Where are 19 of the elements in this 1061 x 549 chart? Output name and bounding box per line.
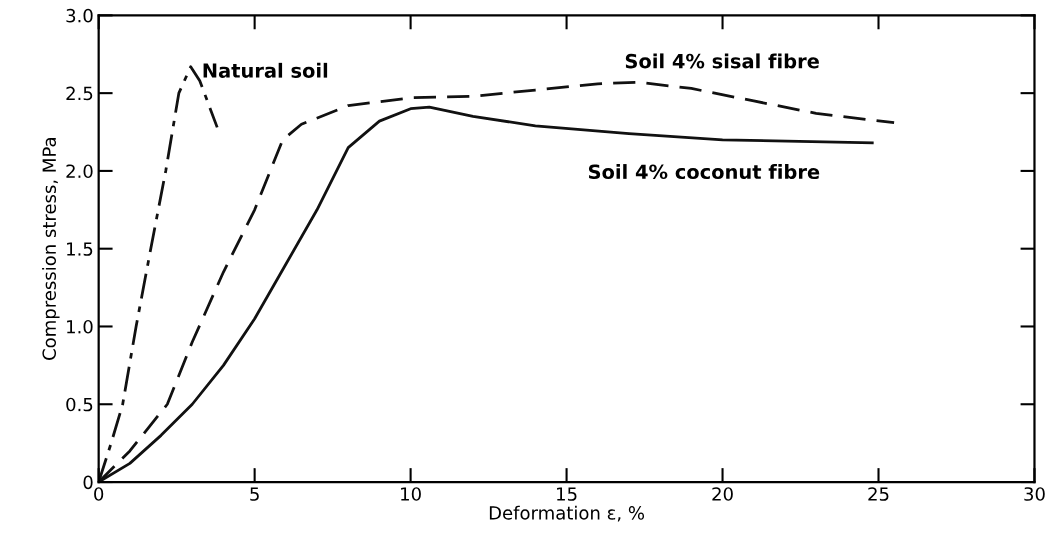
x-tick-label: 20 — [712, 487, 733, 501]
x-tick-label: 10 — [401, 487, 421, 501]
y-axis-title: Compression stress, MPa — [42, 138, 60, 360]
y-tick-label: 0 — [83, 475, 93, 490]
x-tick-label: 25 — [868, 487, 889, 501]
series-label: Soil 4% sisal fibre — [625, 53, 819, 69]
x-tick-label: 0 — [94, 487, 104, 501]
y-tick-label: 1.5 — [67, 242, 93, 256]
x-axis-title: Deformation ε, % — [489, 505, 645, 522]
y-tick-label: 2.5 — [66, 86, 93, 101]
series-label: Natural soil — [203, 62, 328, 78]
x-tick-label: 5 — [250, 487, 259, 501]
series-label: Soil 4% coconut fibre — [588, 164, 820, 180]
y-tick-label: 0.5 — [66, 397, 93, 412]
x-tick-label: 15 — [557, 487, 577, 501]
x-tick-label: 30 — [1024, 487, 1045, 501]
y-tick-label: 3.0 — [66, 8, 93, 23]
y-tick-label: 2.0 — [66, 164, 93, 179]
y-tick-label: 1.0 — [67, 319, 93, 334]
